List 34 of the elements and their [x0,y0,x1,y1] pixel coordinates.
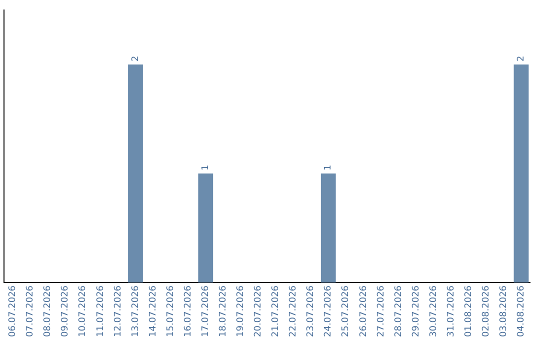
x-tick-label: 15.07.2026 [166,285,176,337]
x-tick-label: 21.07.2026 [271,285,282,337]
x-tick-label: 19.07.2026 [236,285,246,337]
x-tick-label: 26.07.2026 [358,285,369,337]
x-tick-label: 14.07.2026 [148,285,158,337]
x-tick-label: 02.08.2026 [482,285,492,337]
x-tick-label: 09.07.2026 [60,285,71,337]
x-tick-label: 23.07.2026 [306,285,316,337]
x-tick-label: 25.07.2026 [341,285,352,337]
data-label: 2 [130,56,141,62]
x-tick-label: 04.08.2026 [516,285,527,337]
x-tick-label: 10.07.2026 [78,285,88,337]
x-tick-label: 13.07.2026 [130,285,141,337]
x-tick-label: 16.07.2026 [183,285,194,337]
x-tick-label: 11.07.2026 [96,285,106,337]
x-tick-label: 28.07.2026 [394,285,404,337]
x-tick-label: 03.08.2026 [499,285,510,337]
x-tick-label: 18.07.2026 [218,285,229,337]
x-tick-label: 12.07.2026 [113,285,124,337]
x-tick-label: 30.07.2026 [428,285,439,337]
x-tick-label: 01.08.2026 [464,285,474,337]
x-tick-label: 29.07.2026 [411,285,422,337]
x-tick-label: 22.07.2026 [288,285,299,337]
data-label: 1 [200,164,211,170]
x-tick-label: 17.07.2026 [200,285,211,337]
data-label: 2 [516,56,527,62]
x-tick-label: 06.07.2026 [8,285,18,337]
x-tick-label: 08.07.2026 [43,285,54,337]
x-tick-label: 20.07.2026 [254,285,264,337]
data-label: 1 [324,164,334,170]
x-tick-label: 07.07.2026 [26,285,36,337]
x-tick-label: 27.07.2026 [376,285,386,337]
x-tick-label: 31.07.2026 [446,285,456,337]
x-tick-label: 24.07.2026 [324,285,334,337]
